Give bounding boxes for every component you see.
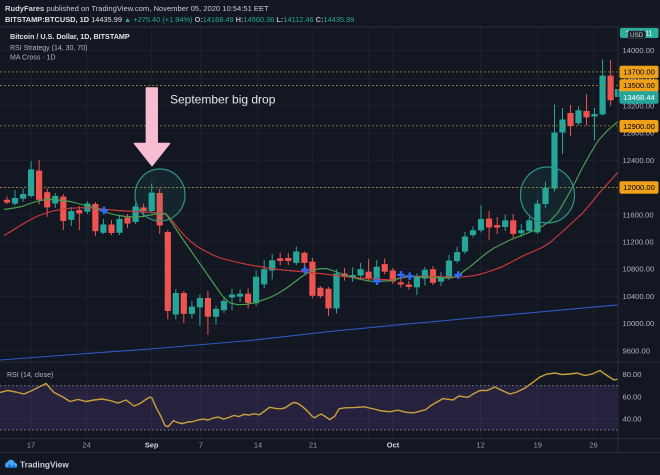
svg-text:12: 12 <box>476 441 484 450</box>
svg-text:13500.00: 13500.00 <box>623 81 655 90</box>
svg-text:12800.00: 12800.00 <box>623 129 655 138</box>
svg-text:26: 26 <box>589 441 597 450</box>
svg-text:BITSTAMP:BTCUSD, 1D 14435.99 ▲: BITSTAMP:BTCUSD, 1D 14435.99 ▲ +275.40 (… <box>5 15 354 24</box>
svg-text:24: 24 <box>82 441 90 450</box>
svg-text:60.00: 60.00 <box>623 392 642 401</box>
svg-text:11600.00: 11600.00 <box>623 210 654 219</box>
svg-text:9600.00: 9600.00 <box>623 346 650 355</box>
svg-text:TradingView: TradingView <box>20 459 69 469</box>
svg-text:10000.00: 10000.00 <box>623 319 655 328</box>
svg-text:21: 21 <box>309 441 317 450</box>
svg-text:RSI (14, close): RSI (14, close) <box>7 372 53 379</box>
svg-text:September big drop: September big drop <box>170 93 276 107</box>
svg-text:19: 19 <box>534 441 542 450</box>
svg-text:14: 14 <box>254 441 262 450</box>
svg-text:12400.00: 12400.00 <box>623 156 655 165</box>
svg-text:Oct: Oct <box>387 441 400 450</box>
svg-text:14000.00: 14000.00 <box>623 46 655 55</box>
svg-text:11200.00: 11200.00 <box>623 238 654 247</box>
svg-text:13600.00: 13600.00 <box>623 74 655 83</box>
svg-text:Bitcoin / U.S. Dollar, 1D, BIT: Bitcoin / U.S. Dollar, 1D, BITSTAMP <box>10 32 130 41</box>
svg-text:7: 7 <box>199 441 203 450</box>
svg-text:80.00: 80.00 <box>623 370 642 379</box>
svg-text:40.00: 40.00 <box>623 415 642 424</box>
svg-text:RSI Strategy (14, 30, 70): RSI Strategy (14, 30, 70) <box>10 45 87 52</box>
svg-text:13200.00: 13200.00 <box>623 102 655 111</box>
svg-text:10400.00: 10400.00 <box>623 292 655 301</box>
svg-text:10800.00: 10800.00 <box>623 265 655 274</box>
svg-text:USD: USD <box>630 32 644 39</box>
svg-text:13468.44: 13468.44 <box>623 93 655 102</box>
svg-text:17: 17 <box>27 441 35 450</box>
svg-text:13700.00: 13700.00 <box>623 68 655 77</box>
svg-text:MA Cross · 1D: MA Cross · 1D <box>10 55 56 62</box>
svg-text:12900.00: 12900.00 <box>623 122 655 131</box>
svg-text:RudyFares published on Trading: RudyFares published on TradingView.com, … <box>5 4 269 13</box>
svg-text:Sep: Sep <box>145 441 159 450</box>
svg-text:12000.00: 12000.00 <box>623 183 655 192</box>
